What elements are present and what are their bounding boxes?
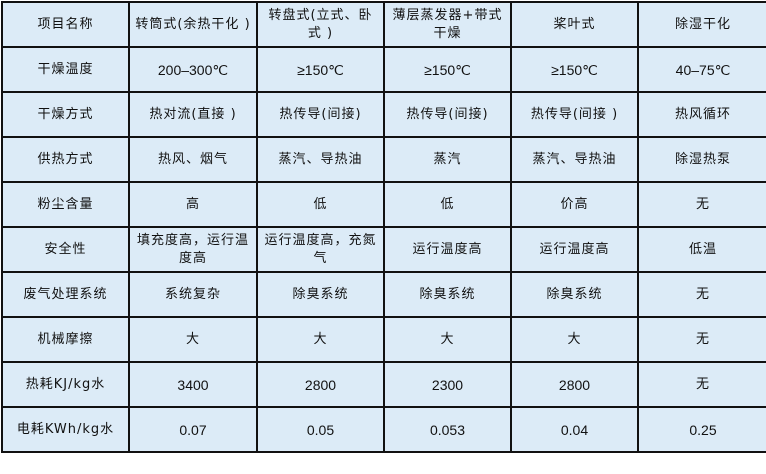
table-cell: 0.04 bbox=[510, 406, 639, 453]
table-cell: 无 bbox=[637, 361, 766, 408]
table-cell: ≥150℃ bbox=[383, 46, 512, 93]
table-cell: 低温 bbox=[637, 226, 766, 273]
table-cell: 桨叶式 bbox=[510, 1, 639, 48]
table-cell: 运行温度高 bbox=[510, 226, 639, 273]
row-label-cell: 电耗KWh/kg水 bbox=[1, 406, 130, 453]
table-cell: 2800 bbox=[510, 361, 639, 408]
row-label-cell: 干燥温度 bbox=[1, 46, 130, 93]
row-label-cell: 机械摩擦 bbox=[1, 316, 130, 363]
table-cell: 无 bbox=[637, 316, 766, 363]
table-row: 粉尘含量高低低价高无 bbox=[1, 181, 766, 228]
table-cell: 除臭系统 bbox=[383, 271, 512, 318]
table-row: 干燥温度 200–300℃ ≥150℃ ≥150℃ ≥150℃ 40–75℃ bbox=[1, 46, 766, 93]
table-cell: 0.05 bbox=[256, 406, 385, 453]
row-label-cell: 废气处理系统 bbox=[1, 271, 130, 318]
table-cell: ≥150℃ bbox=[256, 46, 385, 93]
row-label-cell: 干燥方式 bbox=[1, 91, 130, 138]
table-cell: 运行温度高 bbox=[383, 226, 512, 273]
header-row: 项目名称 转筒式(余热干化 ) 转盘式(立式、卧式 ) 薄层蒸发器+带式干燥 桨叶式 除湿… bbox=[1, 1, 766, 48]
table-cell: 热传导(间接) bbox=[256, 91, 385, 138]
row-label-cell: 项目名称 bbox=[1, 1, 130, 48]
table-cell: 无 bbox=[637, 181, 766, 228]
table-cell: 除湿热泵 bbox=[637, 136, 766, 183]
table-cell: 蒸汽、导热油 bbox=[510, 136, 639, 183]
table-cell: 0.25 bbox=[637, 406, 766, 453]
table-cell: 高 bbox=[128, 181, 258, 228]
table-row: 安全性 填充度高，运行温度高 运行温度高，充氮气 运行温度高 运行温度高 低温 bbox=[1, 226, 766, 273]
table-cell: 填充度高，运行温度高 bbox=[128, 226, 258, 273]
table-cell: 0.07 bbox=[128, 406, 258, 453]
table-row: 热耗KJ/kg水 3400 2800 2300 2800 无 bbox=[1, 361, 766, 408]
table-cell: 40–75℃ bbox=[637, 46, 766, 93]
table-cell: 运行温度高，充氮气 bbox=[256, 226, 385, 273]
table-cell: 蒸汽 bbox=[383, 136, 512, 183]
table-cell: 除臭系统 bbox=[510, 271, 639, 318]
table-cell: 转筒式(余热干化 ) bbox=[128, 1, 258, 48]
table-cell: 低 bbox=[256, 181, 385, 228]
table-cell: 大 bbox=[510, 316, 639, 363]
table-cell: 热传导(间接) bbox=[383, 91, 512, 138]
table-cell: 热对流(直接 ) bbox=[128, 91, 258, 138]
table-row: 供热方式 热风、烟气 蒸汽、导热油 蒸汽 蒸汽、导热油 除湿热泵 bbox=[1, 136, 766, 183]
row-label-cell: 粉尘含量 bbox=[1, 181, 130, 228]
table-cell: 系统复杂 bbox=[128, 271, 258, 318]
table-row: 电耗KWh/kg水 0.07 0.05 0.053 0.04 0.25 bbox=[1, 406, 766, 453]
table-cell: 200–300℃ bbox=[128, 46, 258, 93]
table-cell: 大 bbox=[256, 316, 385, 363]
table-cell: 低 bbox=[383, 181, 512, 228]
row-label-cell: 热耗KJ/kg水 bbox=[1, 361, 130, 408]
row-label-cell: 供热方式 bbox=[1, 136, 130, 183]
table-cell: 大 bbox=[128, 316, 258, 363]
table-cell: 3400 bbox=[128, 361, 258, 408]
table-cell: 2800 bbox=[256, 361, 385, 408]
table-cell: 薄层蒸发器+带式干燥 bbox=[383, 1, 512, 48]
table-row: 废气处理系统 系统复杂 除臭系统 除臭系统 除臭系统无 bbox=[1, 271, 766, 318]
table-cell: 除臭系统 bbox=[256, 271, 385, 318]
table-cell: 热风、烟气 bbox=[128, 136, 258, 183]
table-row: 干燥方式 热对流(直接 ) 热传导(间接) 热传导(间接) 热传导(间接 ) 热风循环 bbox=[1, 91, 766, 138]
table-cell: 除湿干化 bbox=[637, 1, 766, 48]
table-cell: 大 bbox=[383, 316, 512, 363]
table-cell: 热传导(间接 ) bbox=[510, 91, 639, 138]
table-row: 机械摩擦大大大大无 bbox=[1, 316, 766, 363]
table-cell: ≥150℃ bbox=[510, 46, 639, 93]
table-cell: 转盘式(立式、卧式 ) bbox=[256, 1, 385, 48]
table-cell: 价高 bbox=[510, 181, 639, 228]
table-cell: 0.053 bbox=[383, 406, 512, 453]
dryer-comparison-table: 项目名称 转筒式(余热干化 ) 转盘式(立式、卧式 ) 薄层蒸发器+带式干燥 桨叶式 除湿… bbox=[1, 1, 766, 453]
table-cell: 热风循环 bbox=[637, 91, 766, 138]
table-cell: 2300 bbox=[383, 361, 512, 408]
table-cell: 蒸汽、导热油 bbox=[256, 136, 385, 183]
table-cell: 无 bbox=[637, 271, 766, 318]
row-label-cell: 安全性 bbox=[1, 226, 130, 273]
